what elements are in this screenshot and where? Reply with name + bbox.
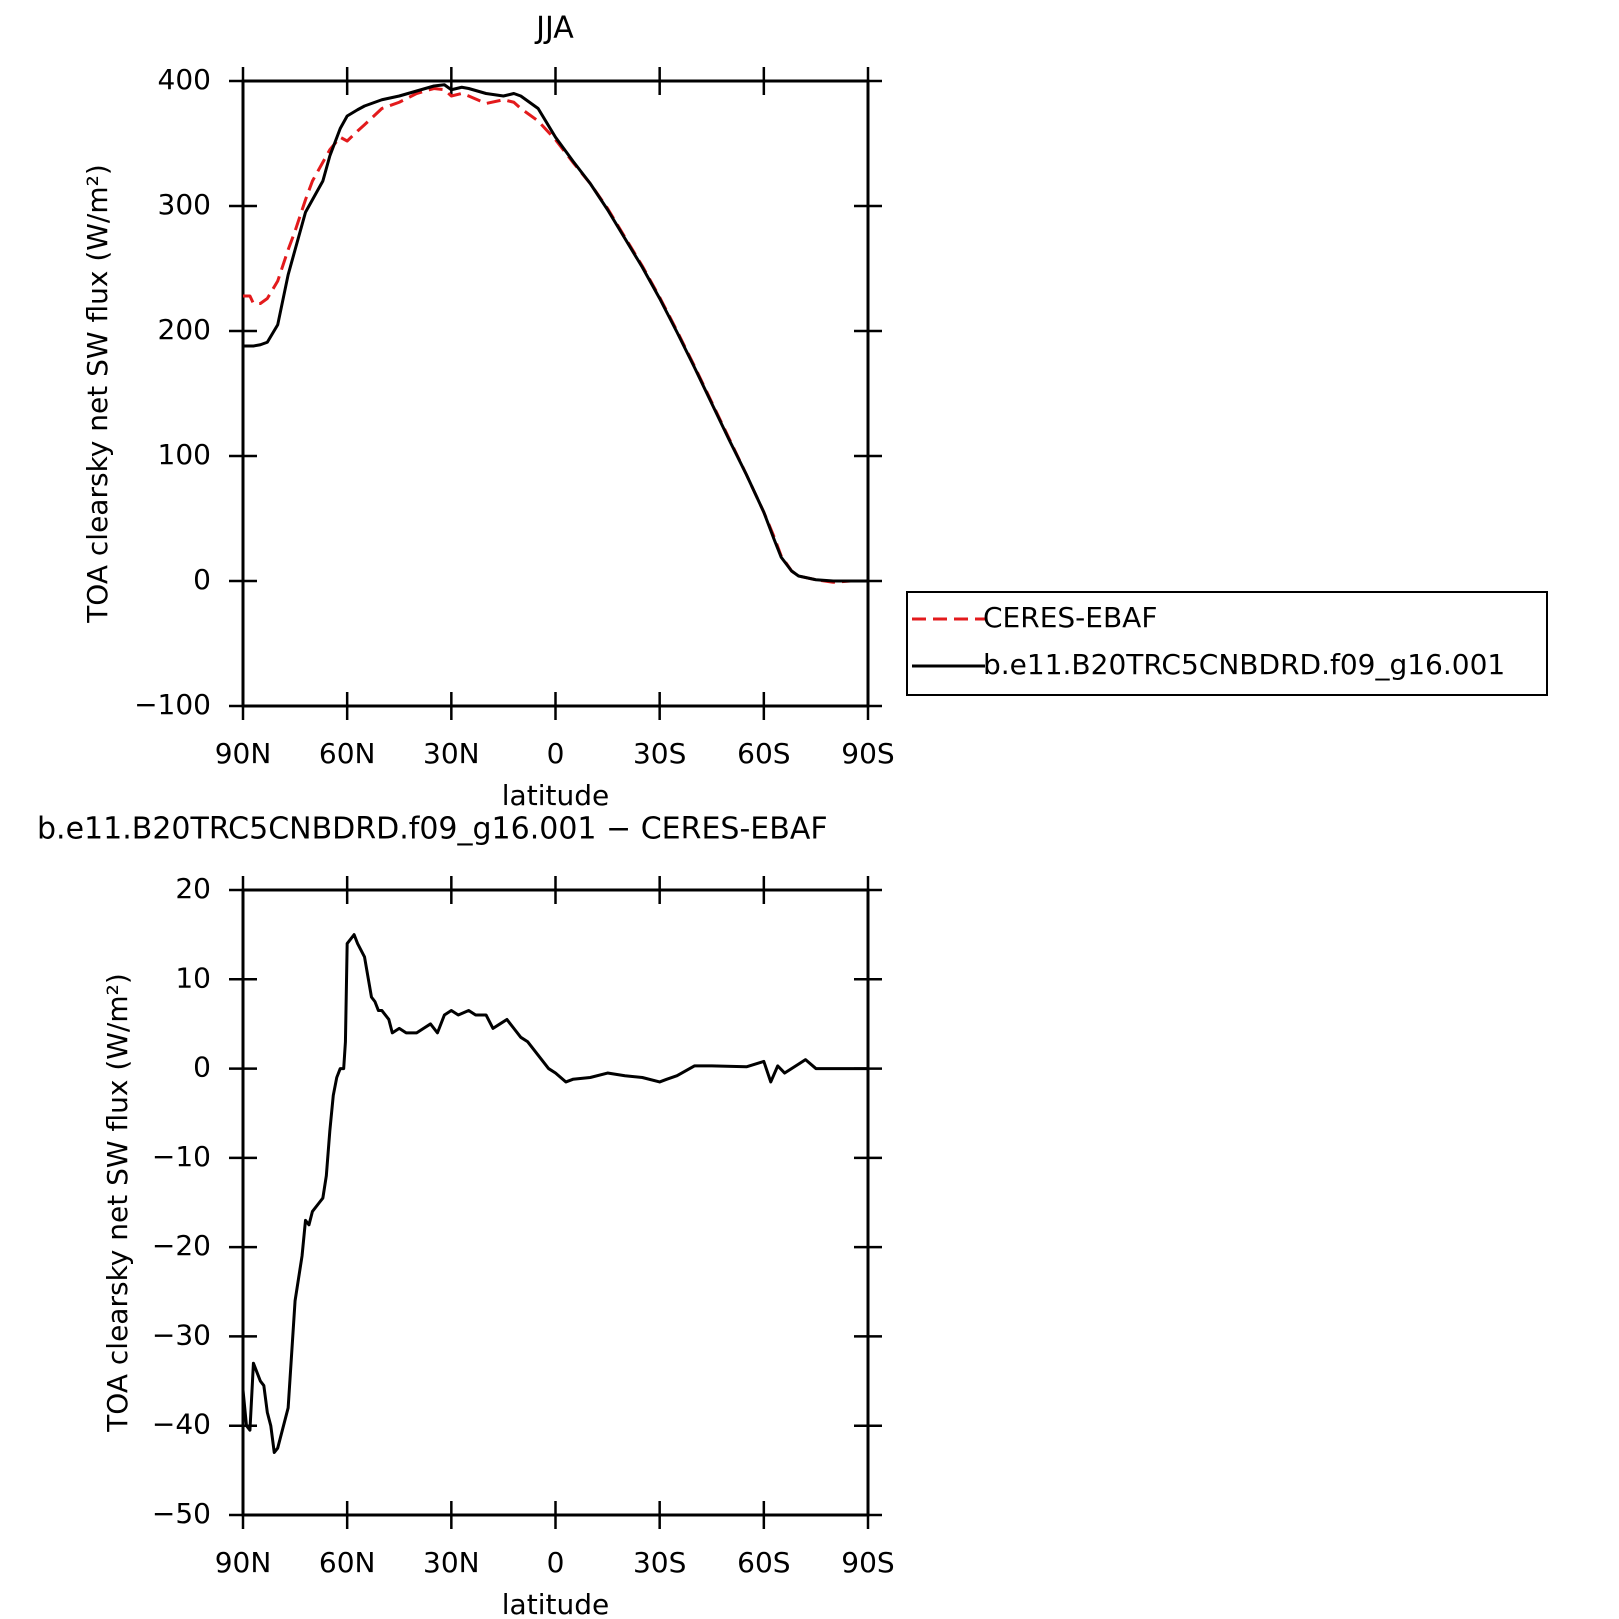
x-tick-label: 60N: [319, 737, 376, 770]
y-tick-label: 0: [193, 563, 211, 596]
chart-title: b.e11.B20TRC5CNBDRD.f09_g16.001 − CERES-…: [37, 812, 828, 847]
x-tick-label: 60N: [319, 1546, 376, 1579]
y-tick-label: −20: [152, 1229, 211, 1262]
y-tick-label: 300: [158, 188, 211, 221]
x-tick-label: 0: [547, 737, 565, 770]
x-tick-label: 0: [547, 1546, 565, 1579]
x-tick-label: 60S: [737, 1546, 790, 1579]
x-axis-label: latitude: [502, 779, 609, 812]
y-tick-label: 0: [193, 1051, 211, 1084]
y-tick-label: −50: [152, 1497, 211, 1530]
data-line: [243, 83, 868, 583]
y-tick-label: −30: [152, 1318, 211, 1351]
x-axis-label: latitude: [502, 1588, 609, 1619]
x-tick-label: 90S: [841, 737, 894, 770]
y-tick-label: 400: [158, 63, 211, 96]
y-tick-label: −100: [134, 688, 211, 721]
x-tick-label: 30S: [633, 737, 686, 770]
plot-frame: [241, 79, 870, 708]
x-tick-label: 30S: [633, 1546, 686, 1579]
legend-label: CERES-EBAF: [983, 601, 1157, 634]
y-tick-label: 200: [158, 313, 211, 346]
y-tick-label: 20: [175, 872, 211, 905]
y-axis-label: TOA clearsky net SW flux (W/m²): [101, 973, 134, 1433]
x-tick-label: 90N: [215, 737, 272, 770]
x-tick-label: 60S: [737, 737, 790, 770]
y-axis-label: TOA clearsky net SW flux (W/m²): [81, 164, 114, 624]
y-tick-label: 100: [158, 438, 211, 471]
plot-frame: [241, 888, 870, 1517]
x-tick-label: 30N: [423, 737, 480, 770]
data-line: [243, 87, 868, 584]
x-tick-label: 90N: [215, 1546, 272, 1579]
x-tick-label: 90S: [841, 1546, 894, 1579]
y-tick-label: 10: [175, 961, 211, 994]
y-tick-label: −40: [152, 1408, 211, 1441]
x-tick-label: 30N: [423, 1546, 480, 1579]
data-line: [241, 933, 868, 1454]
legend-box: [906, 591, 1548, 696]
chart-title: JJA: [534, 11, 574, 46]
y-tick-label: −10: [152, 1140, 211, 1173]
legend-label: b.e11.B20TRC5CNBDRD.f09_g16.001: [983, 648, 1505, 681]
